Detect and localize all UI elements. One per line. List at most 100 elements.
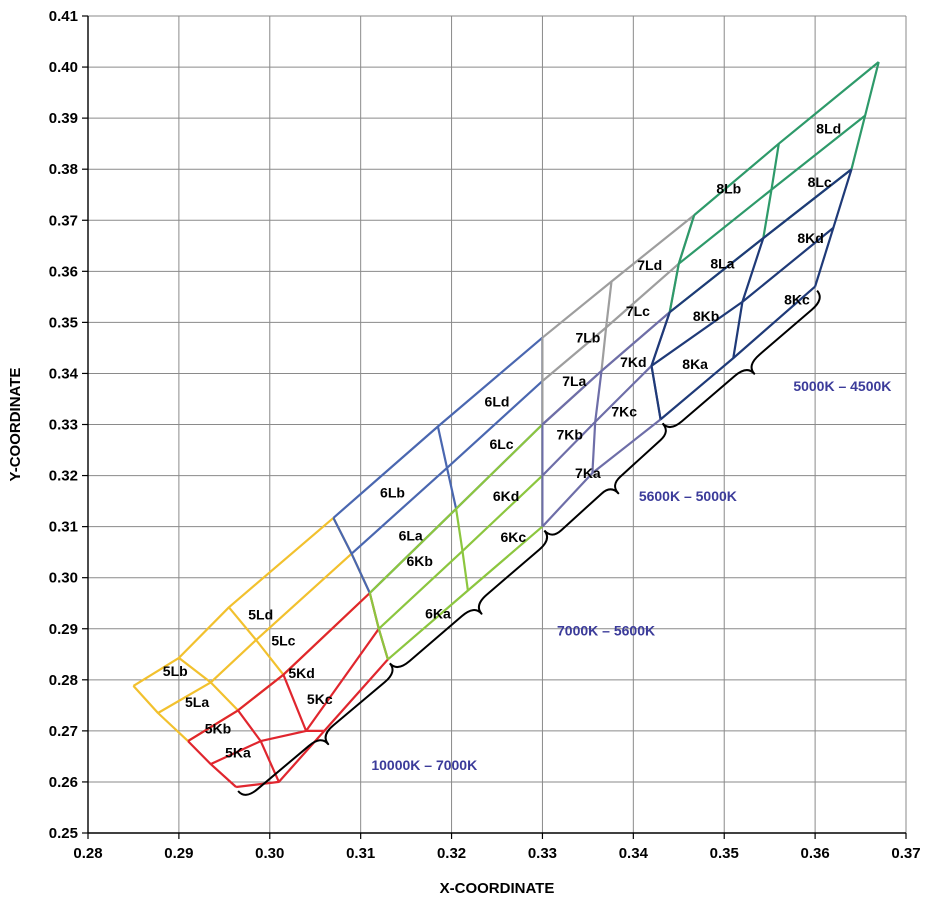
bin-label-7Kb: 7Kb — [556, 427, 582, 443]
bin-line-5L — [132, 685, 189, 742]
bin-label-5La: 5La — [185, 694, 209, 710]
bin-line-5L — [157, 552, 353, 714]
bin-label-5Kb: 5Kb — [205, 720, 231, 736]
bin-label-7La: 7La — [562, 373, 586, 389]
x-tick-label: 0.30 — [255, 845, 284, 862]
bin-line-5L — [178, 657, 239, 712]
bin-line-5L — [228, 606, 285, 676]
y-tick-label: 0.26 — [49, 774, 78, 791]
bin-label-5Lb: 5Lb — [163, 663, 188, 679]
x-tick-label: 0.31 — [346, 845, 375, 862]
bin-label-5Kd: 5Kd — [288, 665, 314, 681]
x-tick-label: 0.28 — [73, 845, 102, 862]
bin-label-8Lb: 8Lb — [716, 181, 741, 197]
bin-line-6K — [387, 525, 544, 661]
bin-label-6Ld: 6Ld — [485, 394, 510, 410]
bin-label-8Lc: 8Lc — [808, 174, 832, 190]
bin-label-7Lc: 7Lc — [626, 303, 650, 319]
bin-label-8Ka: 8Ka — [682, 356, 708, 372]
bin-label-7Lb: 7Lb — [575, 330, 600, 346]
cct-range-brace — [389, 529, 549, 668]
y-tick-label: 0.32 — [49, 468, 78, 485]
y-tick-label: 0.36 — [49, 263, 78, 280]
y-tick-label: 0.37 — [49, 212, 78, 229]
bin-grids — [132, 61, 880, 789]
y-axis-title: Y-COORDINATE — [7, 368, 24, 482]
bin-label-6Lb: 6Lb — [380, 484, 405, 500]
cct-range-brace — [543, 422, 667, 536]
bin-line-8L — [668, 214, 696, 313]
bin-line-8K — [732, 237, 765, 359]
bin-label-7Kd: 7Kd — [620, 354, 646, 370]
bin-line-8L — [850, 61, 880, 170]
bin-line-5L — [132, 517, 335, 687]
bin-label-8Kc: 8Kc — [784, 291, 810, 307]
bin-line-5K — [210, 628, 380, 766]
bin-label-6Ka: 6Ka — [425, 605, 451, 621]
bin-label-6Lc: 6Lc — [489, 436, 513, 452]
y-tick-label: 0.28 — [49, 672, 78, 689]
bin-label-7Ka: 7Ka — [575, 465, 601, 481]
bin-line-6L — [332, 517, 371, 594]
x-tick-label: 0.34 — [619, 845, 649, 862]
cct-range-label: 10000K – 7000K — [371, 757, 477, 773]
bin-label-6Kd: 6Kd — [493, 488, 519, 504]
bin-line-7K — [541, 365, 653, 477]
cct-range-braces: 10000K – 7000K 7000K – 5600K 5600K – 5000K… — [237, 289, 891, 796]
bin-label-8Kd: 8Kd — [797, 230, 823, 246]
bin-label-8Kb: 8Kb — [693, 308, 719, 324]
x-tick-label: 0.33 — [528, 845, 557, 862]
y-tick-label: 0.38 — [49, 161, 78, 178]
tick-labels: 0.28 0.29 0.30 0.31 0.32 0.33 0.34 0.35 0.36 0.37… — [49, 8, 921, 862]
bin-label-5Lc: 5Lc — [271, 632, 295, 648]
bin-line-8K — [669, 168, 853, 314]
axes — [82, 15, 907, 839]
gridlines — [88, 15, 907, 833]
bin-line-8K — [814, 168, 853, 287]
bin-line-7K — [591, 370, 603, 474]
bin-line-6K — [369, 423, 544, 594]
x-tick-label: 0.32 — [437, 845, 466, 862]
x-tick-label: 0.37 — [891, 845, 920, 862]
y-tick-label: 0.27 — [49, 723, 78, 740]
bin-line-5K — [235, 658, 389, 789]
bin-line-5K — [282, 674, 325, 733]
bin-label-8Ld: 8Ld — [816, 120, 841, 136]
x-tick-label: 0.29 — [164, 845, 193, 862]
x-axis-title: X-COORDINATE — [440, 880, 555, 897]
bin-line-5K — [187, 740, 237, 788]
y-tick-label: 0.30 — [49, 570, 78, 587]
y-tick-label: 0.25 — [49, 825, 78, 842]
bin-line-7K — [650, 311, 671, 420]
y-tick-label: 0.29 — [49, 621, 78, 638]
bin-label-5Ka: 5Ka — [225, 744, 251, 760]
cct-range-label: 5600K – 5000K — [639, 488, 737, 504]
bin-labels: 5Lb 5La 5Kb 5Ka 5Ld 5Lc 5Kd 5Kc 6Lb 6La 6Kb 6Ka 6Ld 6… — [163, 120, 841, 760]
bin-label-8La: 8La — [710, 256, 734, 272]
x-tick-label: 0.35 — [710, 845, 739, 862]
bin-label-5Kc: 5Kc — [307, 691, 333, 707]
y-tick-label: 0.35 — [49, 314, 78, 331]
bin-line-5K — [237, 709, 280, 783]
bin-line-7L — [600, 281, 613, 372]
bin-line-6K — [368, 592, 389, 660]
y-tick-label: 0.39 — [49, 110, 78, 127]
bin-line-8L — [762, 143, 780, 239]
y-tick-label: 0.34 — [49, 365, 79, 382]
bin-label-7Ld: 7Ld — [637, 257, 662, 273]
y-tick-label: 0.41 — [49, 8, 78, 25]
y-tick-label: 0.31 — [49, 519, 78, 536]
cct-range-label: 7000K – 5600K — [557, 622, 655, 638]
cct-range-brace — [661, 289, 821, 428]
bin-line-8K — [650, 311, 671, 420]
bin-line-6L — [436, 426, 458, 510]
y-tick-label: 0.33 — [49, 417, 78, 434]
cct-range-label: 5000K – 4500K — [793, 378, 891, 394]
bin-line-7L — [541, 214, 695, 339]
bin-line-6K — [455, 508, 469, 591]
bin-line-5K — [187, 592, 371, 743]
bin-label-6Kc: 6Kc — [501, 529, 527, 545]
bin-label-6La: 6La — [399, 527, 423, 543]
x-tick-label: 0.36 — [801, 845, 830, 862]
